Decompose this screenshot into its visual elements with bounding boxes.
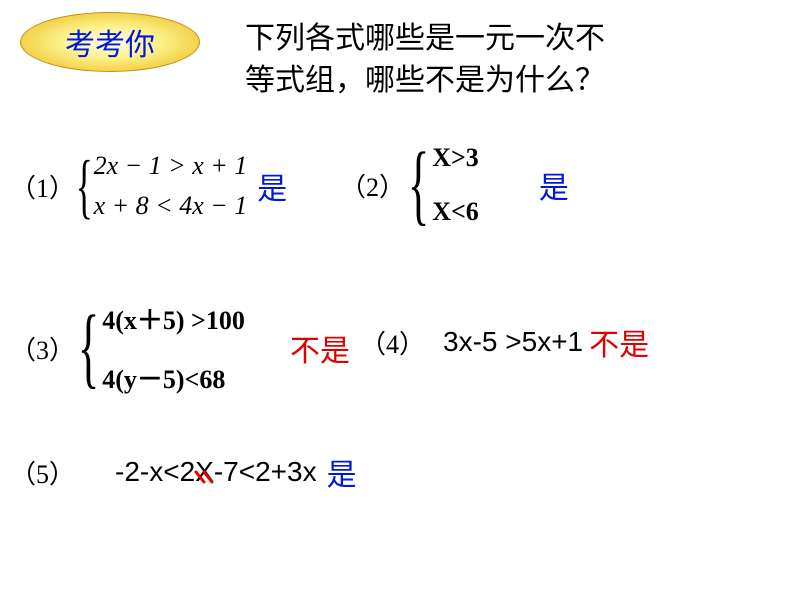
q2-label: （2）	[340, 167, 405, 204]
q2-answer: 是	[539, 163, 569, 207]
q1-label: （1）	[10, 168, 75, 205]
q2-eq1: X>3	[432, 143, 479, 173]
brace-icon: {	[408, 140, 430, 230]
red-tick-mark	[194, 470, 218, 486]
question-title: 下列各式哪些是一元一次不 等式组，哪些不是为什么？	[245, 18, 605, 102]
q3-answer: 不是	[290, 326, 350, 370]
q3-label: （3）	[10, 330, 75, 367]
q3-eq1: 4(x＋5) >100	[102, 300, 245, 337]
question-1: （1） { 2x − 1 > x + 1 x + 8 < 4x − 1 是	[10, 150, 287, 222]
q4-label: （4）	[360, 324, 425, 361]
question-3: （3） { 4(x＋5) >100 4(y－5)<68	[10, 300, 245, 396]
q5-answer: 是	[327, 450, 357, 494]
q3-system: 4(x＋5) >100 4(y－5)<68	[102, 300, 245, 396]
q1-answer: 是	[257, 164, 287, 208]
brace-icon: {	[78, 303, 100, 393]
q1-eq1: 2x − 1 > x + 1	[94, 151, 248, 181]
question-2: （2） { X>3 X<6 是	[340, 140, 569, 230]
q1-system: 2x − 1 > x + 1 x + 8 < 4x − 1	[94, 151, 248, 221]
title-line-2: 等式组，哪些不是为什么？	[245, 60, 605, 102]
quiz-badge: 考考你	[20, 12, 200, 72]
q1-eq2: x + 8 < 4x − 1	[94, 191, 248, 221]
q3-eq2: 4(y－5)<68	[102, 359, 245, 396]
brace-icon: {	[76, 150, 93, 222]
q5-label: （5）	[10, 454, 75, 491]
question-4: （4） 3x-5 >5x+1 不是	[360, 320, 649, 364]
q4-eq: 3x-5 >5x+1	[443, 326, 583, 358]
title-line-1: 下列各式哪些是一元一次不	[245, 18, 605, 60]
q2-system: X>3 X<6	[432, 143, 479, 227]
q4-answer: 不是	[589, 320, 649, 364]
badge-text: 考考你	[65, 20, 155, 64]
question-5: （5） -2-x<2X-7<2+3x 是	[10, 450, 357, 494]
q2-eq2: X<6	[432, 197, 479, 227]
